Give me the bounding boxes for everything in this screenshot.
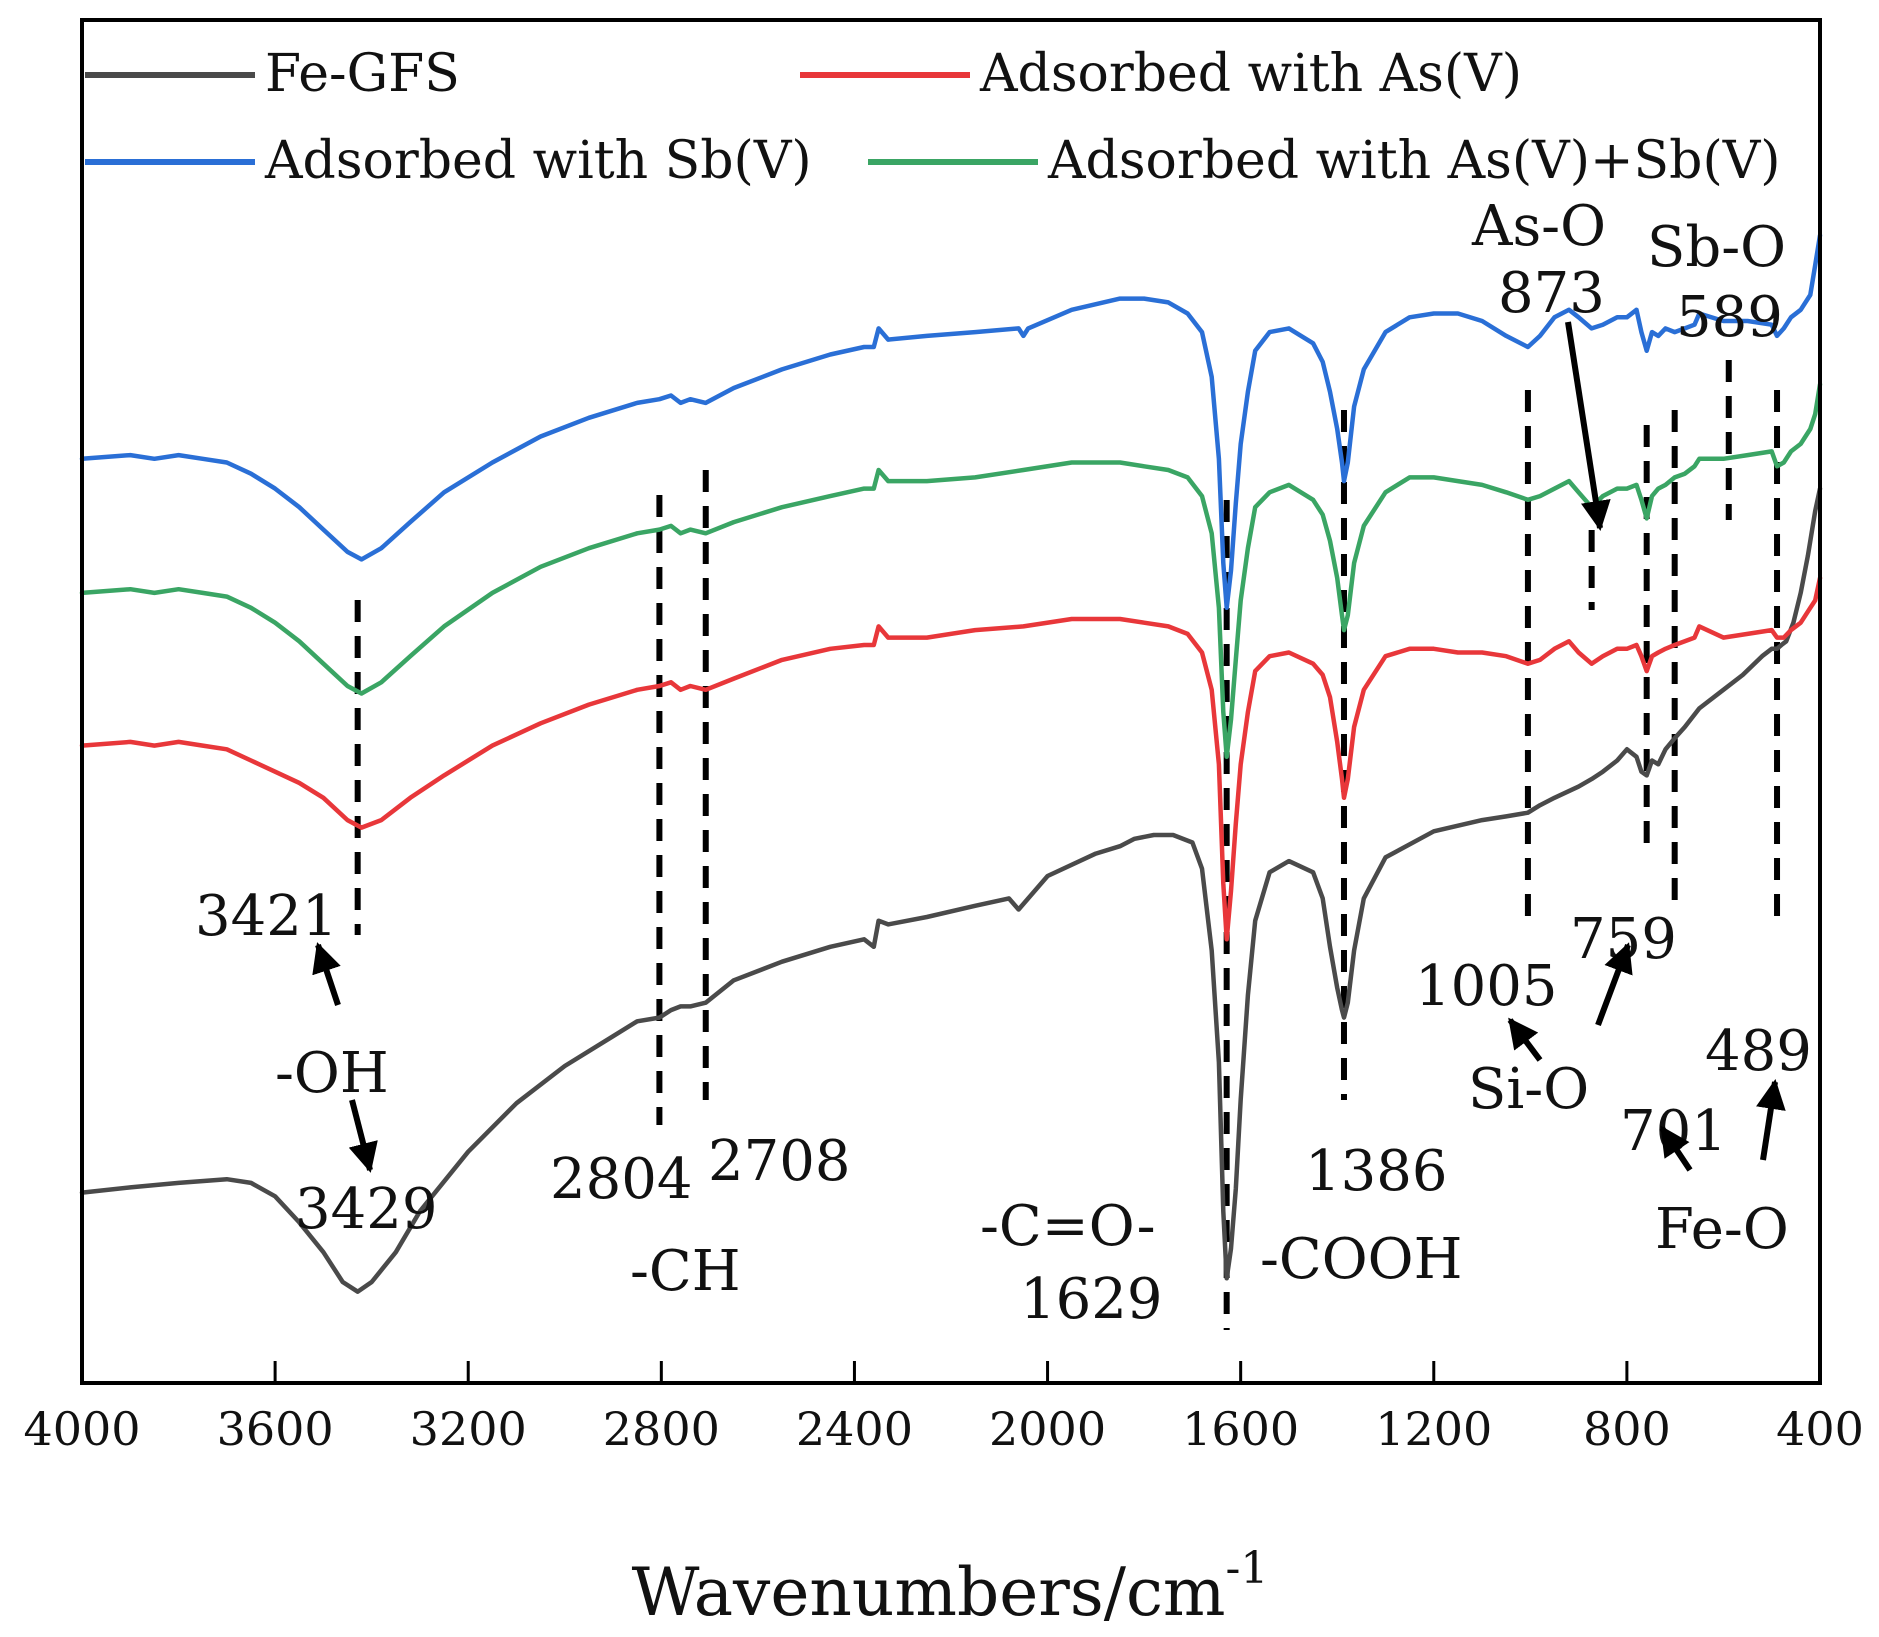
annotation-label: -COOH [1260,1227,1462,1292]
series-line-1 [79,486,1823,1294]
annotation-arrow [1595,942,1633,1027]
annotation-label: 3429 [295,1177,438,1242]
x-tick-label: 4000 [23,1402,140,1456]
legend-label: Adsorbed with Sb(V) [264,131,812,191]
annotation-label: 1005 [1415,954,1558,1019]
x-tick-label: 3600 [217,1402,334,1456]
annotation-label: Si-O [1468,1057,1589,1122]
annotation-arrow [1565,321,1611,531]
annotation-label: As-O [1471,194,1606,259]
x-tick-label: 1200 [1375,1402,1492,1456]
annotation-label: 489 [1705,1019,1812,1084]
series-line-4 [79,233,1823,611]
x-tick-label: 1600 [1182,1402,1299,1456]
legend-label: Adsorbed with As(V) [979,44,1522,104]
annotation-label: -OH [275,1041,389,1106]
annotation-label: -C=O- [980,1194,1156,1259]
annotation-label: 873 [1498,261,1605,326]
x-tick-label: 2000 [989,1402,1106,1456]
annotation-arrow [348,1099,378,1173]
series-line-2 [79,575,1823,942]
annotation-label: 2708 [708,1129,851,1194]
annotation-label: 589 [1676,285,1783,350]
x-axis-label: Wavenumbers/cm-1 [632,1543,1269,1631]
annotation-label: 1386 [1305,1139,1448,1204]
annotation-arrow [312,942,341,1006]
x-tick-label: 800 [1583,1402,1671,1456]
legend-label: Adsorbed with As(V)+Sb(V) [1047,131,1781,191]
annotation-arrow [1507,1017,1543,1062]
annotation-arrow [1756,1079,1786,1161]
series-line-3 [79,382,1823,760]
annotation-label: 3421 [195,884,338,949]
annotation-label: Sb-O [1647,215,1786,280]
x-tick-label: 2800 [603,1402,720,1456]
x-tick-label: 3200 [410,1402,527,1456]
plot-frame [80,18,1822,1385]
annotation-label: -CH [630,1239,741,1304]
x-tick-label: 2400 [796,1402,913,1456]
x-tick-label: 400 [1776,1402,1864,1456]
annotation-label: 701 [1620,1099,1727,1164]
annotation-arrow [1659,1125,1693,1172]
annotation-label: 1629 [1020,1267,1163,1332]
annotation-label: 2804 [550,1147,693,1212]
legend-label: Fe-GFS [265,44,460,104]
annotation-label: Fe-O [1655,1197,1789,1262]
